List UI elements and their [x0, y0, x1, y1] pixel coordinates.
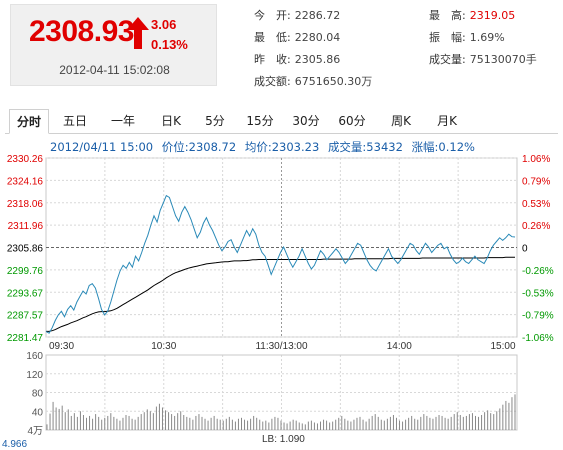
up-arrow-icon	[127, 17, 149, 49]
y-left-tick: 2330.26	[7, 154, 44, 165]
chart-info-line: 2012/04/11 15:00 价位:2308.72 均价:2303.23 成…	[50, 139, 480, 155]
average-price-line	[46, 256, 516, 332]
stat-open: 今 开: 2286.72	[254, 9, 341, 22]
x-tick: 10:30	[151, 341, 176, 352]
chart-grid	[45, 157, 518, 431]
period-tabs: 分时 五日 一年 日K 5分 15分 30分 60分 周K 月K	[5, 106, 558, 134]
tab-one-year[interactable]: 一年	[110, 114, 135, 128]
tab-30min[interactable]: 30分	[292, 114, 320, 128]
y-right-tick: 1.06%	[522, 154, 550, 165]
info-price: 价位:2308.72	[161, 140, 237, 154]
y-left-tick: 2287.57	[7, 311, 44, 322]
price-change: 3.06 0.13%	[151, 15, 188, 55]
stat-amplitude: 振 幅: 1.69%	[429, 31, 505, 44]
stat-volume: 成交量: 75130070手	[429, 53, 537, 66]
info-volume: 成交量:53432	[327, 140, 403, 154]
y-right-tick: -0.53%	[522, 288, 554, 299]
tab-daily-k[interactable]: 日K	[161, 114, 181, 128]
volume-bars	[46, 394, 516, 430]
y-left-tick: 2293.67	[7, 288, 44, 299]
volume-bottom-label: 4.966	[2, 439, 27, 450]
tab-5min[interactable]: 5分	[205, 114, 225, 128]
tab-monthly-k[interactable]: 月K	[437, 114, 457, 128]
y-left-tick: 2318.06	[7, 199, 44, 210]
y-right-tick: -1.06%	[522, 333, 554, 344]
y-left-tick: 2324.16	[7, 176, 44, 187]
stat-high: 最 高: 2319.05	[429, 9, 516, 22]
volume-tick: 4万	[27, 426, 43, 437]
y-right-tick: 0.26%	[522, 221, 550, 232]
x-tick: 14:00	[387, 341, 412, 352]
tab-intraday[interactable]: 分时	[9, 109, 49, 134]
quote-time: 2012-04-11 15:02:08	[59, 63, 170, 77]
info-datetime: 2012/04/11 15:00	[50, 140, 154, 154]
y-right-tick: 0.79%	[522, 176, 550, 187]
stat-amount: 成交额: 6751650.30万	[254, 75, 373, 88]
tab-weekly-k[interactable]: 周K	[391, 114, 411, 128]
y-left-tick: 2311.96	[8, 221, 44, 232]
stat-low: 最 低: 2280.04	[254, 31, 341, 44]
y-right-tick: -0.26%	[522, 266, 554, 277]
y-left-tick: 2299.76	[7, 266, 44, 277]
y-axis-labels: 2330.26 2324.16 2318.06 2311.96 2305.86 2299.…	[7, 154, 554, 344]
change-value: 3.06	[151, 17, 177, 32]
volume-tick: 80	[32, 389, 44, 400]
tab-five-day[interactable]: 五日	[62, 114, 87, 128]
info-avg: 均价:2303.23	[244, 140, 320, 154]
x-tick: 11:30/13:00	[255, 341, 308, 352]
y-right-tick: 0	[522, 244, 528, 255]
volume-tick: 120	[26, 370, 43, 381]
volume-tick: 40	[32, 407, 44, 418]
quote-panel: 2308.93 3.06 0.13% 2012-04-11 15:02:08	[10, 4, 217, 86]
stat-prev-close: 昨 收: 2305.86	[254, 53, 341, 66]
tab-15min[interactable]: 15分	[246, 114, 274, 128]
intraday-chart: 2330.26 2324.16 2318.06 2311.96 2305.86 2299.…	[2, 154, 554, 450]
tab-60min[interactable]: 60分	[338, 114, 366, 128]
info-change: 涨幅:0.12%	[411, 140, 475, 154]
volume-tick: 160	[26, 351, 43, 362]
current-price: 2308.93	[29, 15, 134, 48]
x-tick: 15:00	[490, 341, 515, 352]
price-line	[45, 194, 516, 334]
y-left-tick: 2281.47	[7, 333, 44, 344]
change-percent: 0.13%	[151, 37, 188, 52]
y-right-tick: -0.79%	[522, 311, 554, 322]
lb-label: LB: 1.090	[262, 434, 305, 445]
y-left-tick: 2305.86	[7, 244, 44, 255]
x-tick: 09:30	[49, 341, 74, 352]
y-right-tick: 0.53%	[522, 199, 550, 210]
volume-axis-labels: 160 120 80 40 4万	[26, 351, 43, 437]
x-axis-labels: 09:30 10:30 11:30/13:00 14:00 15:00	[49, 341, 516, 352]
